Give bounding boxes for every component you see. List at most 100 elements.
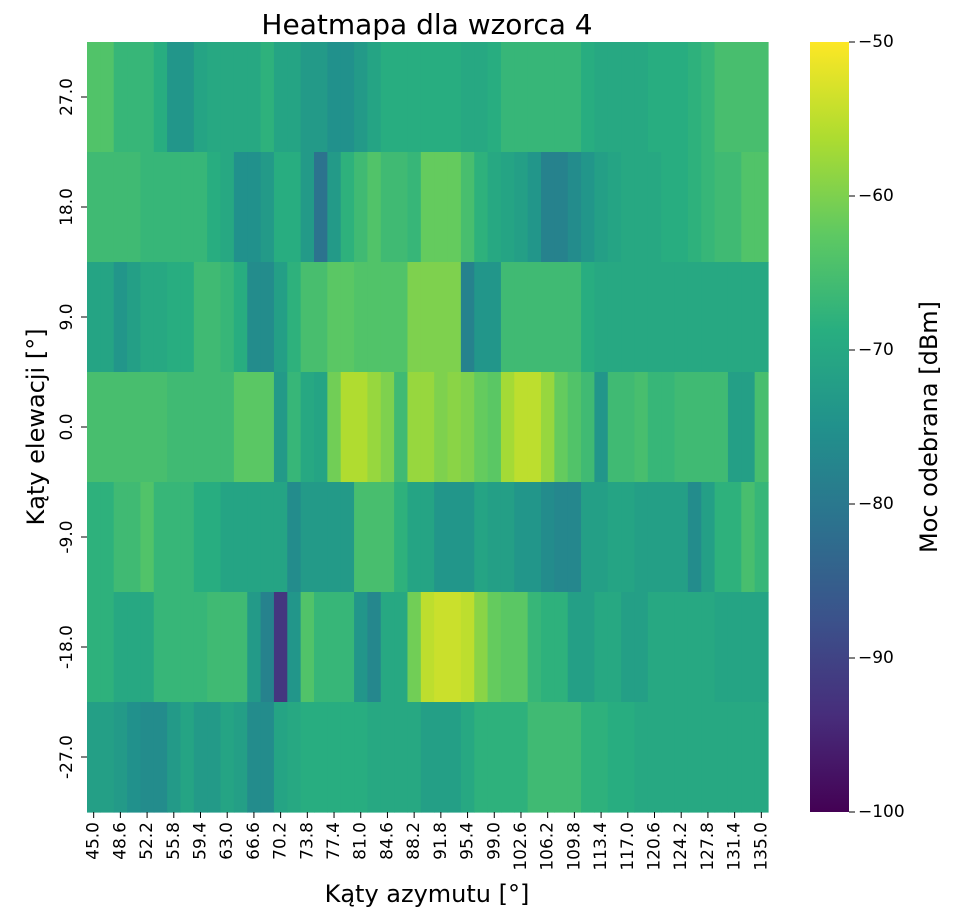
heatmap-cell bbox=[113, 372, 128, 483]
heatmap-cell bbox=[314, 372, 328, 483]
heatmap-cell bbox=[701, 482, 716, 593]
heatmap-cell bbox=[621, 372, 636, 483]
heatmap-cell bbox=[314, 482, 328, 593]
heatmap-cell bbox=[100, 592, 115, 703]
heatmap-cell bbox=[527, 702, 542, 813]
heatmap-cell bbox=[581, 702, 596, 813]
heatmap-cell bbox=[434, 42, 449, 153]
heatmap-cell bbox=[741, 702, 756, 813]
heatmap-cell bbox=[100, 152, 115, 263]
heatmap-cell bbox=[754, 372, 769, 483]
heatmap-cell bbox=[674, 702, 689, 813]
colorbar-label: Moc odebrana [dBm] bbox=[915, 301, 943, 553]
heatmap-cell bbox=[127, 592, 142, 703]
heatmap-cell bbox=[447, 42, 462, 153]
heatmap-cell bbox=[674, 152, 689, 263]
heatmap-cell bbox=[567, 262, 582, 373]
heatmap-cell bbox=[367, 592, 382, 703]
heatmap-cell bbox=[447, 702, 462, 813]
heatmap-cell bbox=[500, 702, 515, 813]
heatmap-cell bbox=[394, 152, 409, 263]
colorbar-tick-label: −60 bbox=[858, 186, 894, 206]
heatmap-cell bbox=[153, 42, 168, 153]
heatmap-cell bbox=[514, 592, 529, 703]
heatmap-cell bbox=[487, 482, 502, 593]
heatmap-cell bbox=[327, 152, 342, 263]
x-tick-label: 113.4 bbox=[591, 822, 611, 871]
heatmap-cell bbox=[661, 372, 676, 483]
colorbar bbox=[810, 42, 849, 812]
heatmap-cell bbox=[701, 372, 716, 483]
heatmap-cell bbox=[487, 152, 502, 263]
y-tick-label: -9.0 bbox=[57, 520, 77, 553]
heatmap-cell bbox=[474, 482, 489, 593]
heatmap-cell bbox=[287, 702, 302, 813]
heatmap-cell bbox=[207, 152, 222, 263]
x-tick-label: 95.4 bbox=[458, 822, 478, 860]
heatmap-cell bbox=[420, 152, 435, 263]
heatmap-cell bbox=[487, 42, 502, 153]
heatmap-cell bbox=[207, 42, 222, 153]
heatmap-cell bbox=[100, 702, 115, 813]
colorbar-ticks: −50 −60 −70 −80 −90 −100 bbox=[849, 32, 905, 822]
heatmap-cell bbox=[153, 372, 168, 483]
heatmap-cell bbox=[260, 482, 275, 593]
heatmap-cell bbox=[687, 152, 702, 263]
heatmap-cell bbox=[687, 372, 702, 483]
heatmap-cell bbox=[127, 702, 142, 813]
heatmap-cell bbox=[487, 702, 502, 813]
heatmap-cell bbox=[754, 152, 769, 263]
heatmap-cell bbox=[581, 482, 596, 593]
heatmap-cell bbox=[273, 702, 288, 813]
heatmap-cell bbox=[380, 152, 395, 263]
heatmap-cell bbox=[314, 152, 328, 263]
heatmap-cell bbox=[607, 592, 622, 703]
x-tick-label: 135.0 bbox=[751, 822, 771, 871]
heatmap-cell bbox=[727, 702, 742, 813]
heatmap-cell bbox=[167, 702, 182, 813]
heatmap-cell bbox=[434, 482, 449, 593]
heatmap-cell bbox=[460, 702, 475, 813]
heatmap-cell bbox=[634, 702, 649, 813]
colorbar-tick-label: −90 bbox=[858, 648, 894, 668]
heatmap-cell bbox=[514, 482, 529, 593]
heatmap-cell bbox=[741, 152, 756, 263]
heatmap-cell bbox=[407, 152, 422, 263]
heatmap-cell bbox=[220, 42, 235, 153]
heatmap-cell bbox=[687, 482, 702, 593]
heatmap-cell bbox=[233, 702, 248, 813]
heatmap-cell bbox=[380, 42, 395, 153]
x-tick-label: 52.2 bbox=[137, 822, 157, 860]
heatmap-cell bbox=[220, 262, 235, 373]
heatmap-cell bbox=[314, 592, 328, 703]
heatmap-cell bbox=[594, 152, 609, 263]
heatmap-cell bbox=[647, 262, 662, 373]
heatmap-cell bbox=[380, 262, 395, 373]
heatmap-cell bbox=[541, 702, 555, 813]
heatmap-cell bbox=[354, 372, 369, 483]
heatmap-cell bbox=[193, 482, 208, 593]
heatmap-cell bbox=[140, 152, 155, 263]
heatmap-cell bbox=[754, 42, 769, 153]
heatmap-cell bbox=[300, 592, 315, 703]
heatmap-cell bbox=[167, 42, 182, 153]
heatmap-cell bbox=[741, 372, 756, 483]
heatmap-cell bbox=[380, 592, 395, 703]
heatmap-cell bbox=[674, 482, 689, 593]
heatmap-cell bbox=[127, 42, 142, 153]
heatmap-cell bbox=[554, 152, 569, 263]
heatmap-cell bbox=[273, 42, 288, 153]
x-tick-label: 66.6 bbox=[244, 822, 264, 860]
heatmap-cell bbox=[233, 372, 248, 483]
heatmap-cell bbox=[420, 42, 435, 153]
y-axis-label: Kąty elewacji [°] bbox=[22, 328, 50, 525]
heatmap-cell bbox=[367, 152, 382, 263]
heatmap-cell bbox=[367, 262, 382, 373]
heatmap-cell bbox=[527, 482, 542, 593]
heatmap-cell bbox=[247, 42, 262, 153]
heatmap-cell bbox=[420, 702, 435, 813]
x-tick-label: 55.8 bbox=[164, 822, 184, 860]
heatmap-cell bbox=[647, 702, 662, 813]
heatmap-cell bbox=[621, 702, 636, 813]
heatmap-cell bbox=[447, 482, 462, 593]
